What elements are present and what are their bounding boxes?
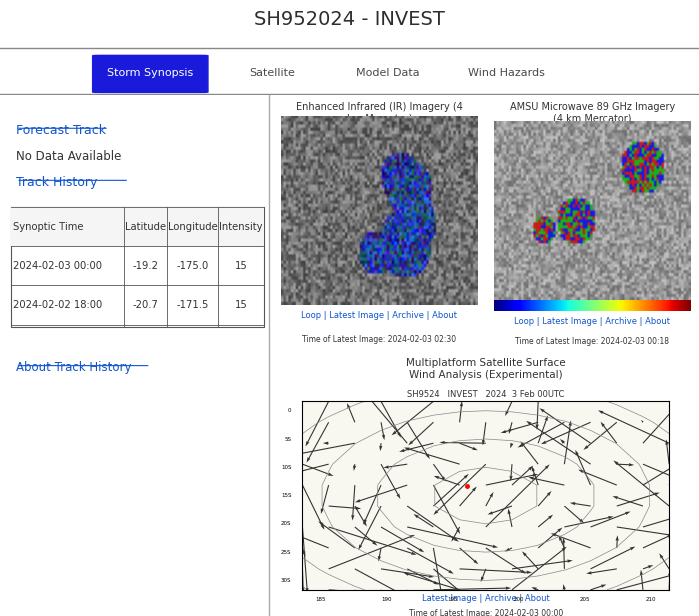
Text: Latest Image | Archive | About: Latest Image | Archive | About [422,594,549,602]
Text: Time of Latest Image: 2024-02-03 00:00: Time of Latest Image: 2024-02-03 00:00 [409,609,563,616]
Text: No Data Available: No Data Available [16,150,122,163]
Text: Latitude: Latitude [124,222,166,232]
Text: Storm Synopsis: Storm Synopsis [107,68,194,78]
Text: Forecast Track: Forecast Track [16,124,106,137]
Text: Loop | Latest Image | Archive | About: Loop | Latest Image | Archive | About [301,312,457,320]
Text: About Track History: About Track History [16,361,131,374]
Text: Time of Latest Image: 2024-02-03 02:30: Time of Latest Image: 2024-02-03 02:30 [302,334,456,344]
Text: -20.7: -20.7 [132,300,158,310]
Text: 15: 15 [234,261,247,271]
Text: Track History: Track History [16,176,98,189]
Text: Intensity: Intensity [219,222,263,232]
Text: -175.0: -175.0 [176,261,208,271]
Text: 2024-02-02 18:00: 2024-02-02 18:00 [13,300,103,310]
Text: -171.5: -171.5 [176,300,208,310]
Text: 2024-02-03 00:00: 2024-02-03 00:00 [13,261,103,271]
Bar [10,208,264,327]
Text: Satellite: Satellite [250,68,296,78]
Text: Loop | Latest Image | Archive | About: Loop | Latest Image | Archive | About [514,317,670,326]
Text: Model Data: Model Data [356,68,420,78]
Text: Enhanced Infrared (IR) Imagery (4
km Mercator): Enhanced Infrared (IR) Imagery (4 km Mer… [296,102,463,123]
Text: 15: 15 [234,300,247,310]
Text: Multiplatform Satellite Surface
Wind Analysis (Experimental): Multiplatform Satellite Surface Wind Ana… [406,358,565,379]
Text: Synoptic Time: Synoptic Time [13,222,84,232]
Text: Longitude: Longitude [168,222,217,232]
Text: Wind Hazards: Wind Hazards [468,68,545,78]
Text: AMSU Microwave 89 GHz Imagery
(4 km Mercator): AMSU Microwave 89 GHz Imagery (4 km Merc… [510,102,675,123]
Text: Time of Latest Image: 2024-02-03 00:18: Time of Latest Image: 2024-02-03 00:18 [515,337,670,346]
Bar [10,208,264,246]
Text: -19.2: -19.2 [132,261,158,271]
FancyBboxPatch shape [92,55,208,92]
Text: SH9524   INVEST   2024  3 Feb 00UTC: SH9524 INVEST 2024 3 Feb 00UTC [407,389,565,399]
Text: SH952024 - INVEST: SH952024 - INVEST [254,10,445,30]
